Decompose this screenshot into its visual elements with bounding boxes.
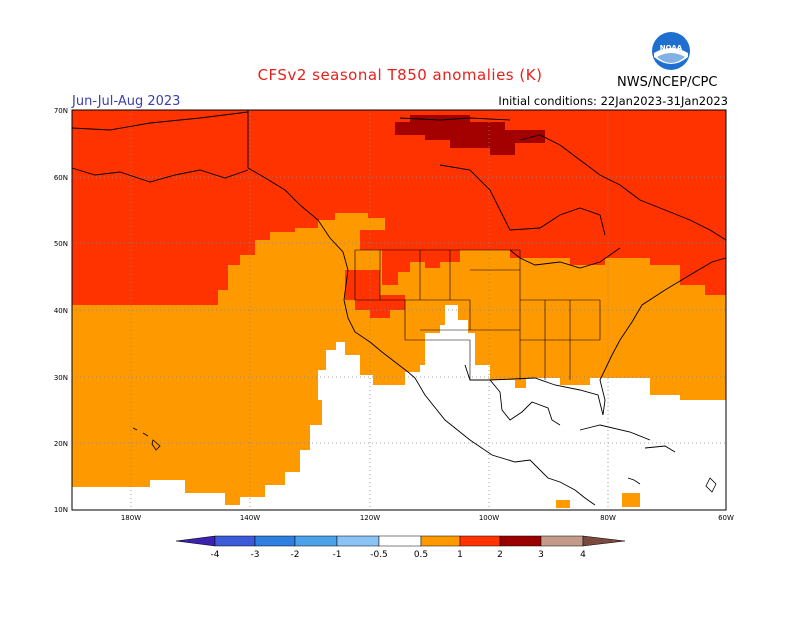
colorbar-swatch bbox=[378, 535, 422, 547]
lat-label-70n: 70N bbox=[54, 107, 68, 115]
colorbar-label: 2 bbox=[497, 550, 503, 560]
colorbar-label: 1 bbox=[457, 550, 463, 560]
colorbar-swatch bbox=[499, 535, 542, 547]
colorbar-label: -3 bbox=[251, 550, 260, 560]
state-borders bbox=[354, 249, 601, 380]
map-frame bbox=[71, 109, 727, 511]
longitude-labels: 180W 140W 120W 100W 80W 60W bbox=[121, 514, 734, 522]
anomaly-field bbox=[72, 110, 726, 510]
colorbar: -4 -3 -2 -1 -0.5 0.5 1 2 3 4 bbox=[175, 535, 626, 560]
lat-label-60n: 60N bbox=[54, 174, 68, 182]
colorbar-swatch bbox=[336, 535, 380, 547]
colorbar-swatch bbox=[459, 535, 501, 547]
colorbar-label: -2 bbox=[291, 550, 300, 560]
lat-label-20n: 20N bbox=[54, 440, 68, 448]
map-title: CFSv2 seasonal T850 anomalies (K) bbox=[257, 66, 543, 84]
lon-label-80w: 80W bbox=[600, 514, 616, 522]
lon-label-140w: 140W bbox=[240, 514, 260, 522]
lon-label-100w: 100W bbox=[479, 514, 499, 522]
lat-label-30n: 30N bbox=[54, 374, 68, 382]
colorbar-label: -1 bbox=[333, 550, 342, 560]
lat-label-50n: 50N bbox=[54, 240, 68, 248]
colorbar-label: 0.5 bbox=[414, 550, 428, 560]
colorbar-swatch bbox=[294, 535, 338, 547]
latitude-labels: 70N 60N 50N 40N 30N 20N 10N bbox=[54, 107, 68, 514]
islands bbox=[132, 427, 717, 493]
colorbar-swatch bbox=[540, 535, 584, 547]
initial-conditions-label: Initial conditions: 22Jan2023-31Jan2023 bbox=[498, 94, 728, 108]
lon-label-120w: 120W bbox=[360, 514, 380, 522]
map-grid bbox=[72, 110, 726, 510]
colorbar-label: -0.5 bbox=[370, 550, 388, 560]
lon-label-60w: 60W bbox=[718, 514, 734, 522]
season-label: Jun-Jul-Aug 2023 bbox=[72, 94, 181, 109]
lat-label-10n: 10N bbox=[54, 506, 68, 514]
organization-label: NWS/NCEP/CPC bbox=[617, 75, 718, 90]
colorbar-label: 3 bbox=[538, 550, 544, 560]
colorbar-left-arrow bbox=[175, 535, 216, 547]
colorbar-swatch bbox=[254, 535, 296, 547]
colorbar-label: -4 bbox=[211, 550, 220, 560]
svg-text:NOAA: NOAA bbox=[660, 44, 683, 52]
colorbar-right-arrow bbox=[582, 535, 626, 547]
lat-label-40n: 40N bbox=[54, 307, 68, 315]
colorbar-swatch bbox=[420, 535, 461, 547]
colorbar-swatch bbox=[214, 535, 256, 547]
noaa-logo: NOAA bbox=[652, 32, 690, 70]
colorbar-label: 4 bbox=[580, 550, 586, 560]
lon-label-180w: 180W bbox=[121, 514, 141, 522]
